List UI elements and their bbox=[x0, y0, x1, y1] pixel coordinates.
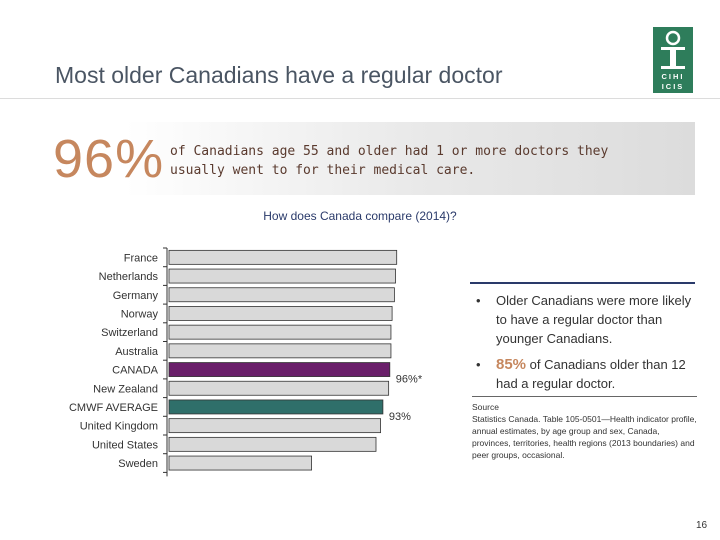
bar-united-kingdom bbox=[168, 418, 382, 434]
data-label: 96%* bbox=[396, 374, 423, 386]
bullet-list: • Older Canadians were more likely to ha… bbox=[470, 282, 695, 393]
category-label: Netherlands bbox=[99, 271, 159, 283]
bar-germany bbox=[168, 287, 395, 303]
bullet-2-text: of Canadians older than 12 had a regular… bbox=[496, 357, 686, 391]
bar-canada bbox=[168, 362, 391, 377]
category-label: Switzerland bbox=[101, 327, 158, 339]
logo-line-2: ICIS bbox=[662, 82, 685, 91]
bar-sweden bbox=[168, 455, 313, 471]
category-label: New Zealand bbox=[93, 383, 158, 395]
cihi-logo: CIHI ICIS bbox=[653, 27, 693, 93]
bar-new-zealand bbox=[168, 380, 390, 396]
source-text: Statistics Canada. Table 105-0501—Health… bbox=[472, 414, 697, 460]
bar-united-states bbox=[168, 436, 377, 452]
headline-band bbox=[0, 122, 695, 195]
category-label: Australia bbox=[115, 346, 159, 358]
category-label: France bbox=[124, 252, 158, 264]
category-label: Germany bbox=[113, 290, 159, 302]
bullet-item-1: • Older Canadians were more likely to ha… bbox=[470, 291, 695, 348]
bar-norway bbox=[168, 306, 393, 321]
source-note: Source Statistics Canada. Table 105-0501… bbox=[472, 396, 697, 461]
category-label: Sweden bbox=[118, 458, 158, 470]
bar-france bbox=[168, 249, 398, 265]
bar-australia bbox=[168, 343, 392, 359]
bullet-2-highlight: 85% bbox=[496, 356, 527, 373]
category-label: United Kingdom bbox=[80, 421, 158, 433]
headline-percent: 96% bbox=[53, 129, 165, 189]
bar-switzerland bbox=[168, 324, 392, 340]
category-label: Norway bbox=[121, 308, 159, 320]
category-label: CANADA bbox=[112, 365, 159, 377]
bullet-item-2: • 85% of Canadians older than 12 had a r… bbox=[470, 355, 695, 393]
slide-title: Most older Canadians have a regular doct… bbox=[55, 62, 503, 88]
chart-title: How does Canada compare (2014)? bbox=[263, 209, 457, 223]
category-label: CMWF AVERAGE bbox=[69, 402, 158, 414]
title-divider bbox=[0, 98, 720, 99]
logo-line-1: CIHI bbox=[662, 72, 685, 81]
bar-cmwf-average bbox=[168, 399, 384, 415]
headline-text: of Canadians age 55 and older had 1 or m… bbox=[170, 144, 609, 178]
category-label: United States bbox=[92, 439, 159, 451]
bullet-dot: • bbox=[476, 293, 481, 308]
page-number: 16 bbox=[696, 520, 708, 531]
bullet-1-text: Older Canadians were more likely to have… bbox=[496, 293, 692, 346]
source-label: Source bbox=[472, 402, 499, 412]
bullet-dot: • bbox=[476, 357, 481, 372]
bar-netherlands bbox=[168, 268, 396, 284]
data-label: 93% bbox=[389, 411, 411, 423]
bar-chart: France Netherlands Germany Norway Switzerlan… bbox=[69, 247, 423, 477]
